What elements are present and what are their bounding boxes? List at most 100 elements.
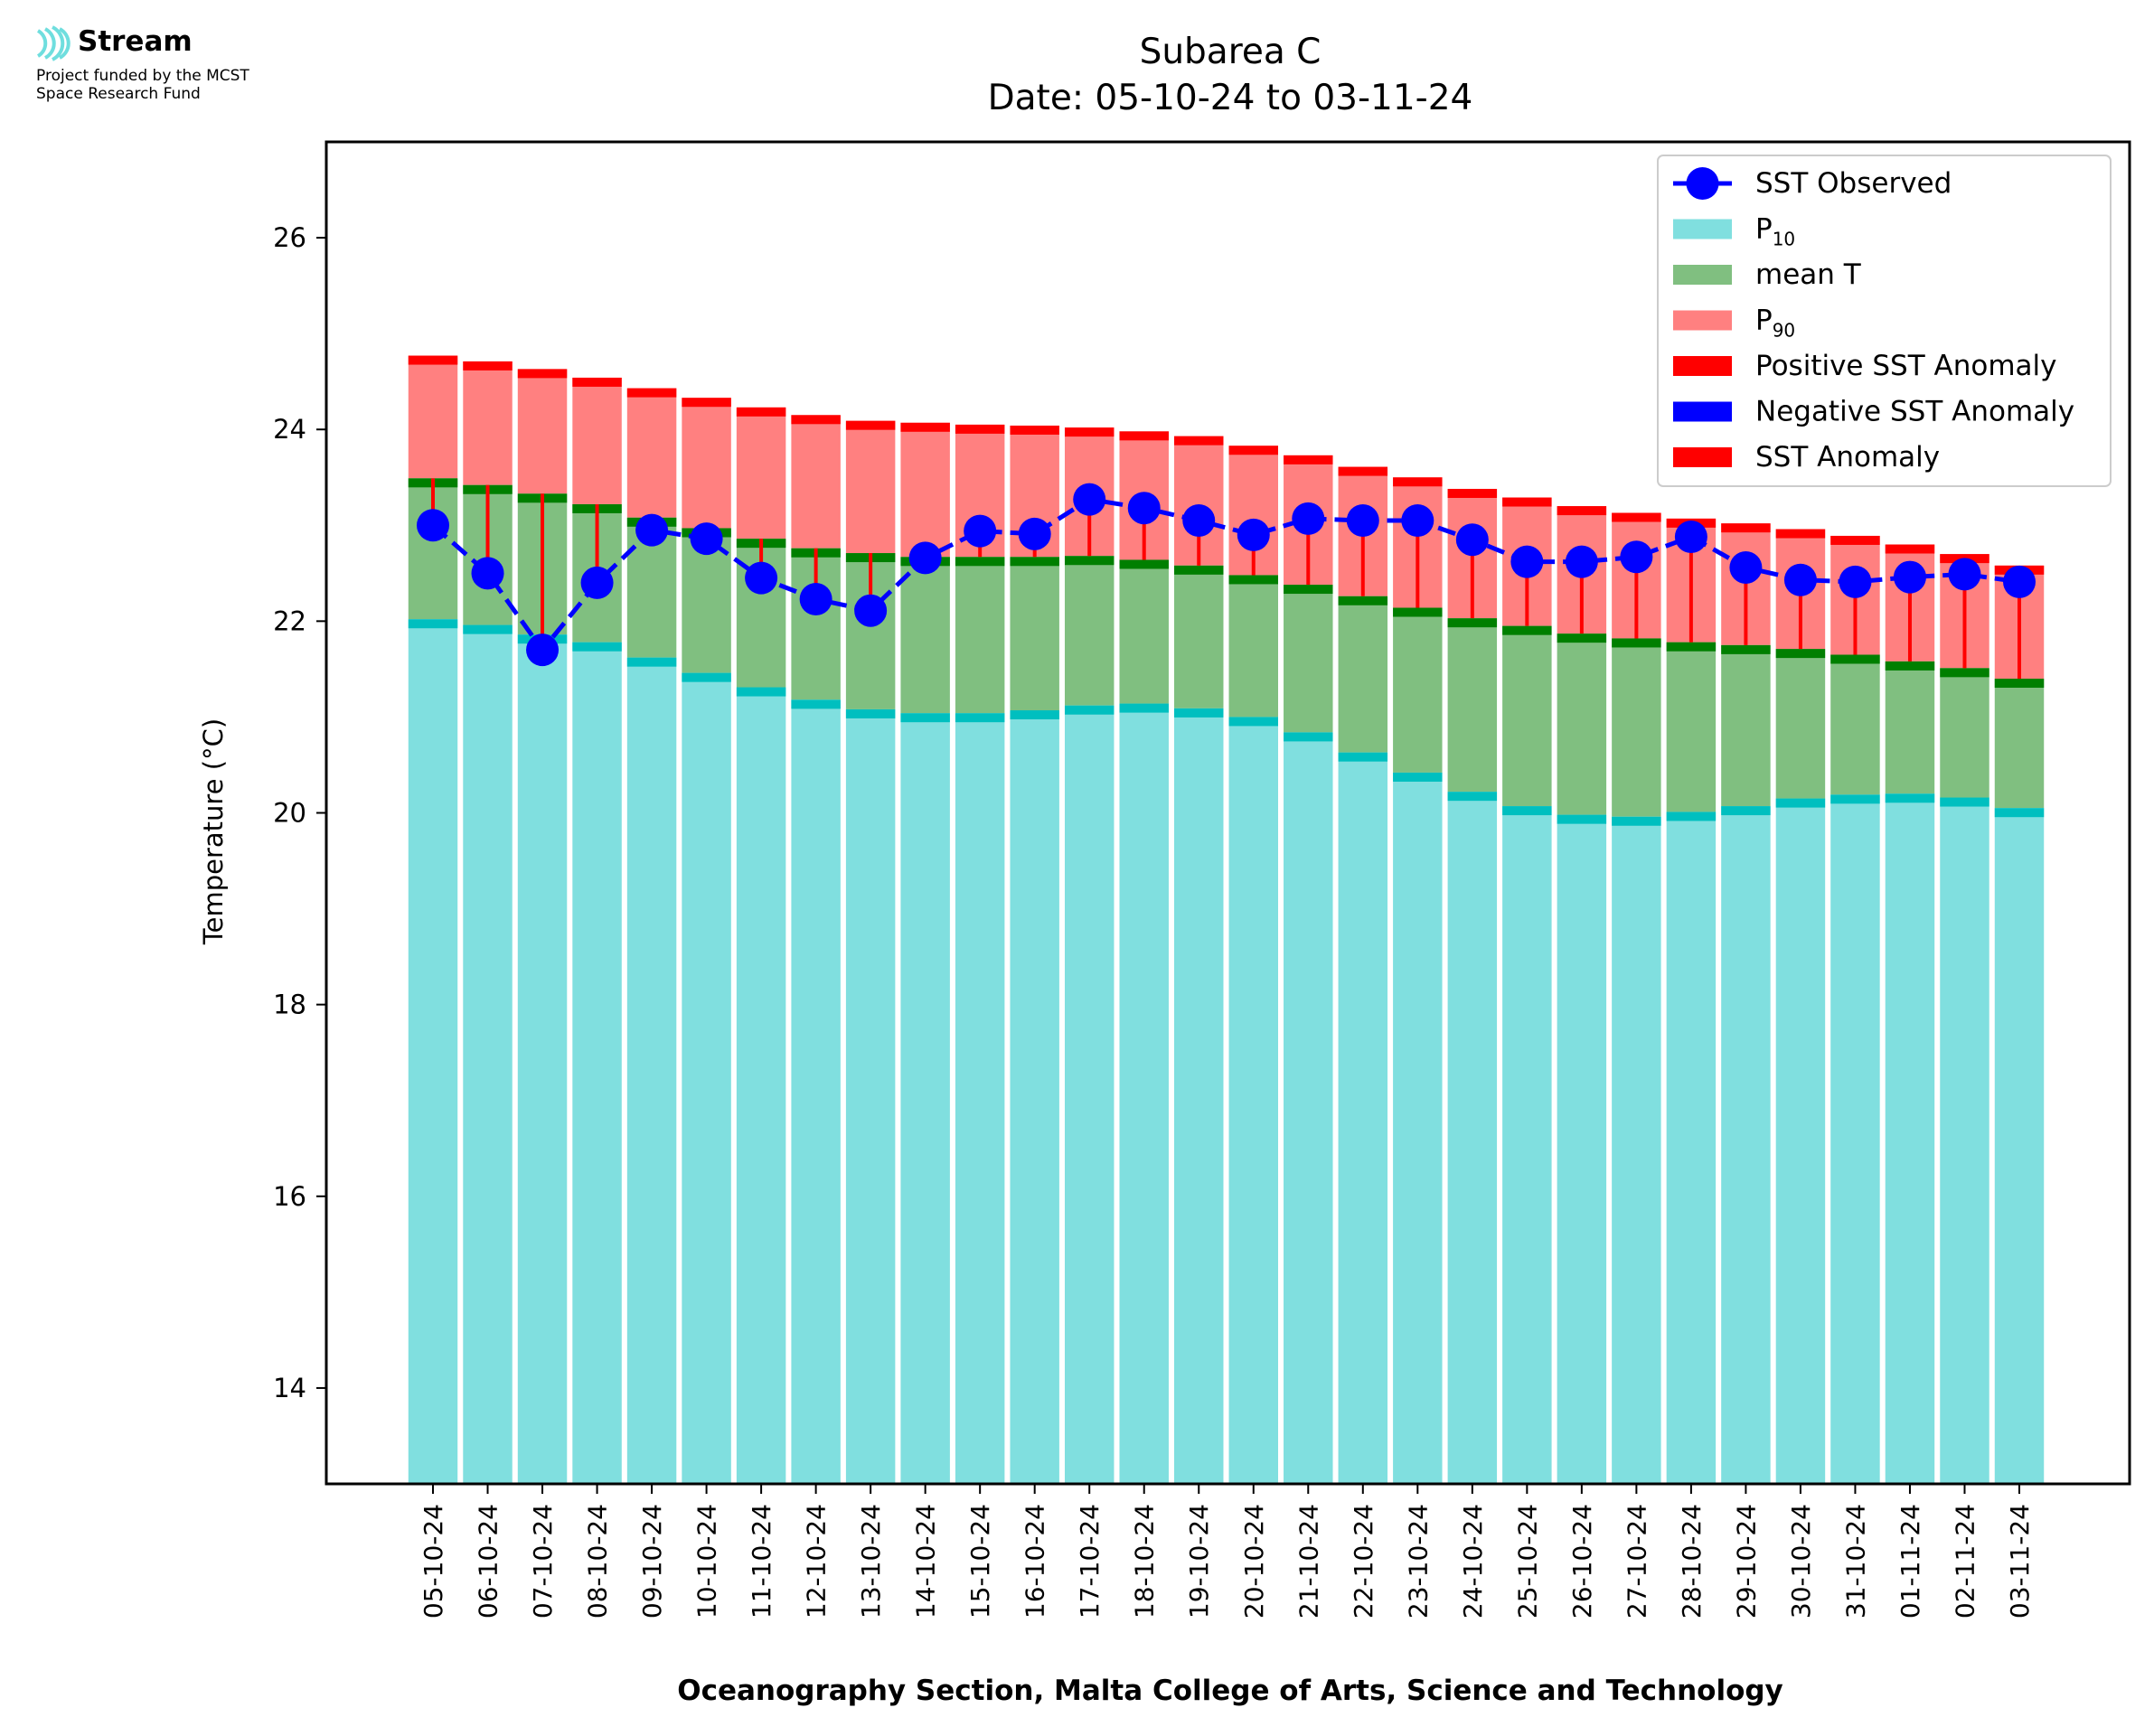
sst-observed-point <box>2003 565 2036 598</box>
x-tick-label: 20-10-24 <box>1239 1504 1269 1619</box>
observed-series-layer <box>417 483 2036 667</box>
y-tick-label: 26 <box>273 222 306 253</box>
bar-mean <box>1830 654 1880 795</box>
bar-mean <box>1338 596 1388 753</box>
bar-p90-cap <box>1284 455 1333 464</box>
x-tick-label: 03-11-24 <box>2005 1504 2035 1619</box>
bar-p10-cap <box>1666 812 1717 821</box>
bar-mean <box>1557 633 1607 815</box>
x-tick-label: 12-10-24 <box>802 1504 832 1619</box>
sst-observed-point <box>1948 558 1981 591</box>
bar-mean-cap <box>1010 557 1059 567</box>
y-tick-label: 24 <box>273 414 306 445</box>
bar-p10-cap <box>736 687 786 697</box>
bar-p10-cap <box>1557 814 1607 824</box>
bar-mean-cap <box>1064 556 1115 566</box>
x-tick-label: 19-10-24 <box>1184 1504 1214 1619</box>
bar-p10 <box>845 708 896 1484</box>
sst-observed-point <box>1127 492 1161 525</box>
bar-p10-cap <box>900 713 950 723</box>
x-tick-label: 30-10-24 <box>1786 1504 1816 1619</box>
y-axis: 14 16 18 20 22 24 26 <box>273 222 326 1403</box>
bar-p90 <box>572 377 622 504</box>
y-tick-label: 22 <box>273 605 306 636</box>
bar-p90-cap <box>845 420 896 430</box>
bar-p10 <box>1612 816 1661 1484</box>
sst-observed-point <box>1510 545 1544 578</box>
bar-p90 <box>736 407 786 540</box>
bar-p10-cap <box>408 619 458 629</box>
x-tick-label: 24-10-24 <box>1458 1504 1488 1619</box>
sst-observed-point <box>1893 560 1926 594</box>
bar-p10 <box>517 634 568 1484</box>
bar-p10 <box>1228 717 1278 1484</box>
bar-mean-cap <box>1228 575 1278 585</box>
bar-mean-cap <box>1119 559 1169 569</box>
y-tick-label: 14 <box>273 1373 306 1403</box>
bar-mean-cap <box>1994 679 2045 688</box>
bar-p10 <box>1010 710 1059 1484</box>
bar-p10-cap <box>463 624 513 634</box>
legend-handle-patch <box>1673 356 1732 376</box>
bar-p90-cap <box>1557 506 1607 516</box>
bar-p90-cap <box>900 422 950 432</box>
bar-mean <box>1119 559 1169 704</box>
bar-p90-cap <box>1612 512 1661 522</box>
bar-p10-cap <box>791 699 841 709</box>
bar-mean-cap <box>1830 654 1880 664</box>
bars-layer <box>408 355 2045 1484</box>
bar-p10 <box>900 713 950 1484</box>
sst-observed-point <box>526 633 560 667</box>
bar-p90-cap <box>1885 544 1935 554</box>
bar-p90-cap <box>1830 535 1880 545</box>
legend-handle-patch <box>1673 447 1732 467</box>
bar-p90 <box>626 388 677 518</box>
logo-name: Stream <box>78 25 193 58</box>
bar-mean-cap <box>1502 625 1552 635</box>
bar-p10-cap <box>1994 808 2045 818</box>
bar-p10 <box>408 619 458 1484</box>
logo-funding-line2: Space Research Fund <box>36 85 201 103</box>
bar-p10-cap <box>1228 717 1278 727</box>
bar-p10 <box>1064 705 1115 1484</box>
bar-p10 <box>1284 732 1333 1484</box>
bar-p90-cap <box>1119 431 1169 441</box>
sst-observed-point <box>1018 517 1051 550</box>
legend-label: mean T <box>1755 258 1862 291</box>
sst-observed-point <box>1783 563 1817 596</box>
sst-observed-point <box>1620 540 1653 574</box>
legend-handle-patch <box>1673 310 1732 331</box>
sst-observed-point <box>854 594 888 627</box>
bar-p90-cap <box>1775 529 1826 539</box>
bar-p90 <box>845 420 896 554</box>
x-tick-label: 17-10-24 <box>1075 1504 1105 1619</box>
x-tick-label: 05-10-24 <box>419 1504 448 1619</box>
bar-mean-cap <box>1284 585 1333 595</box>
bar-p90-cap <box>1174 436 1224 446</box>
bar-p10-cap <box>572 642 622 652</box>
legend-label-subscript: 10 <box>1773 229 1795 250</box>
bar-p10 <box>1174 708 1224 1484</box>
bar-p10-cap <box>955 713 1005 723</box>
bar-p90-cap <box>736 407 786 417</box>
x-tick-label: 08-10-24 <box>583 1504 613 1619</box>
bar-mean-cap <box>1721 644 1771 654</box>
bar-p10-cap <box>1338 752 1388 762</box>
bar-p10 <box>1557 814 1607 1484</box>
bar-mean <box>1666 642 1717 812</box>
sst-observed-point <box>908 541 942 575</box>
bar-p10 <box>572 642 622 1484</box>
bar-p10 <box>626 657 677 1484</box>
bar-mean <box>1502 625 1552 807</box>
bar-p90-cap <box>1447 488 1498 498</box>
bar-mean <box>1775 649 1826 799</box>
bar-p90-cap <box>791 415 841 425</box>
y-tick-label: 18 <box>273 990 306 1020</box>
x-tick-label: 23-10-24 <box>1403 1504 1433 1619</box>
bar-p90 <box>463 361 513 485</box>
bar-p10-cap <box>1064 705 1115 715</box>
x-tick-label: 15-10-24 <box>965 1504 995 1619</box>
bar-p10 <box>1994 808 2045 1484</box>
bar-p10-cap <box>626 657 677 667</box>
bar-p10 <box>1666 812 1717 1484</box>
